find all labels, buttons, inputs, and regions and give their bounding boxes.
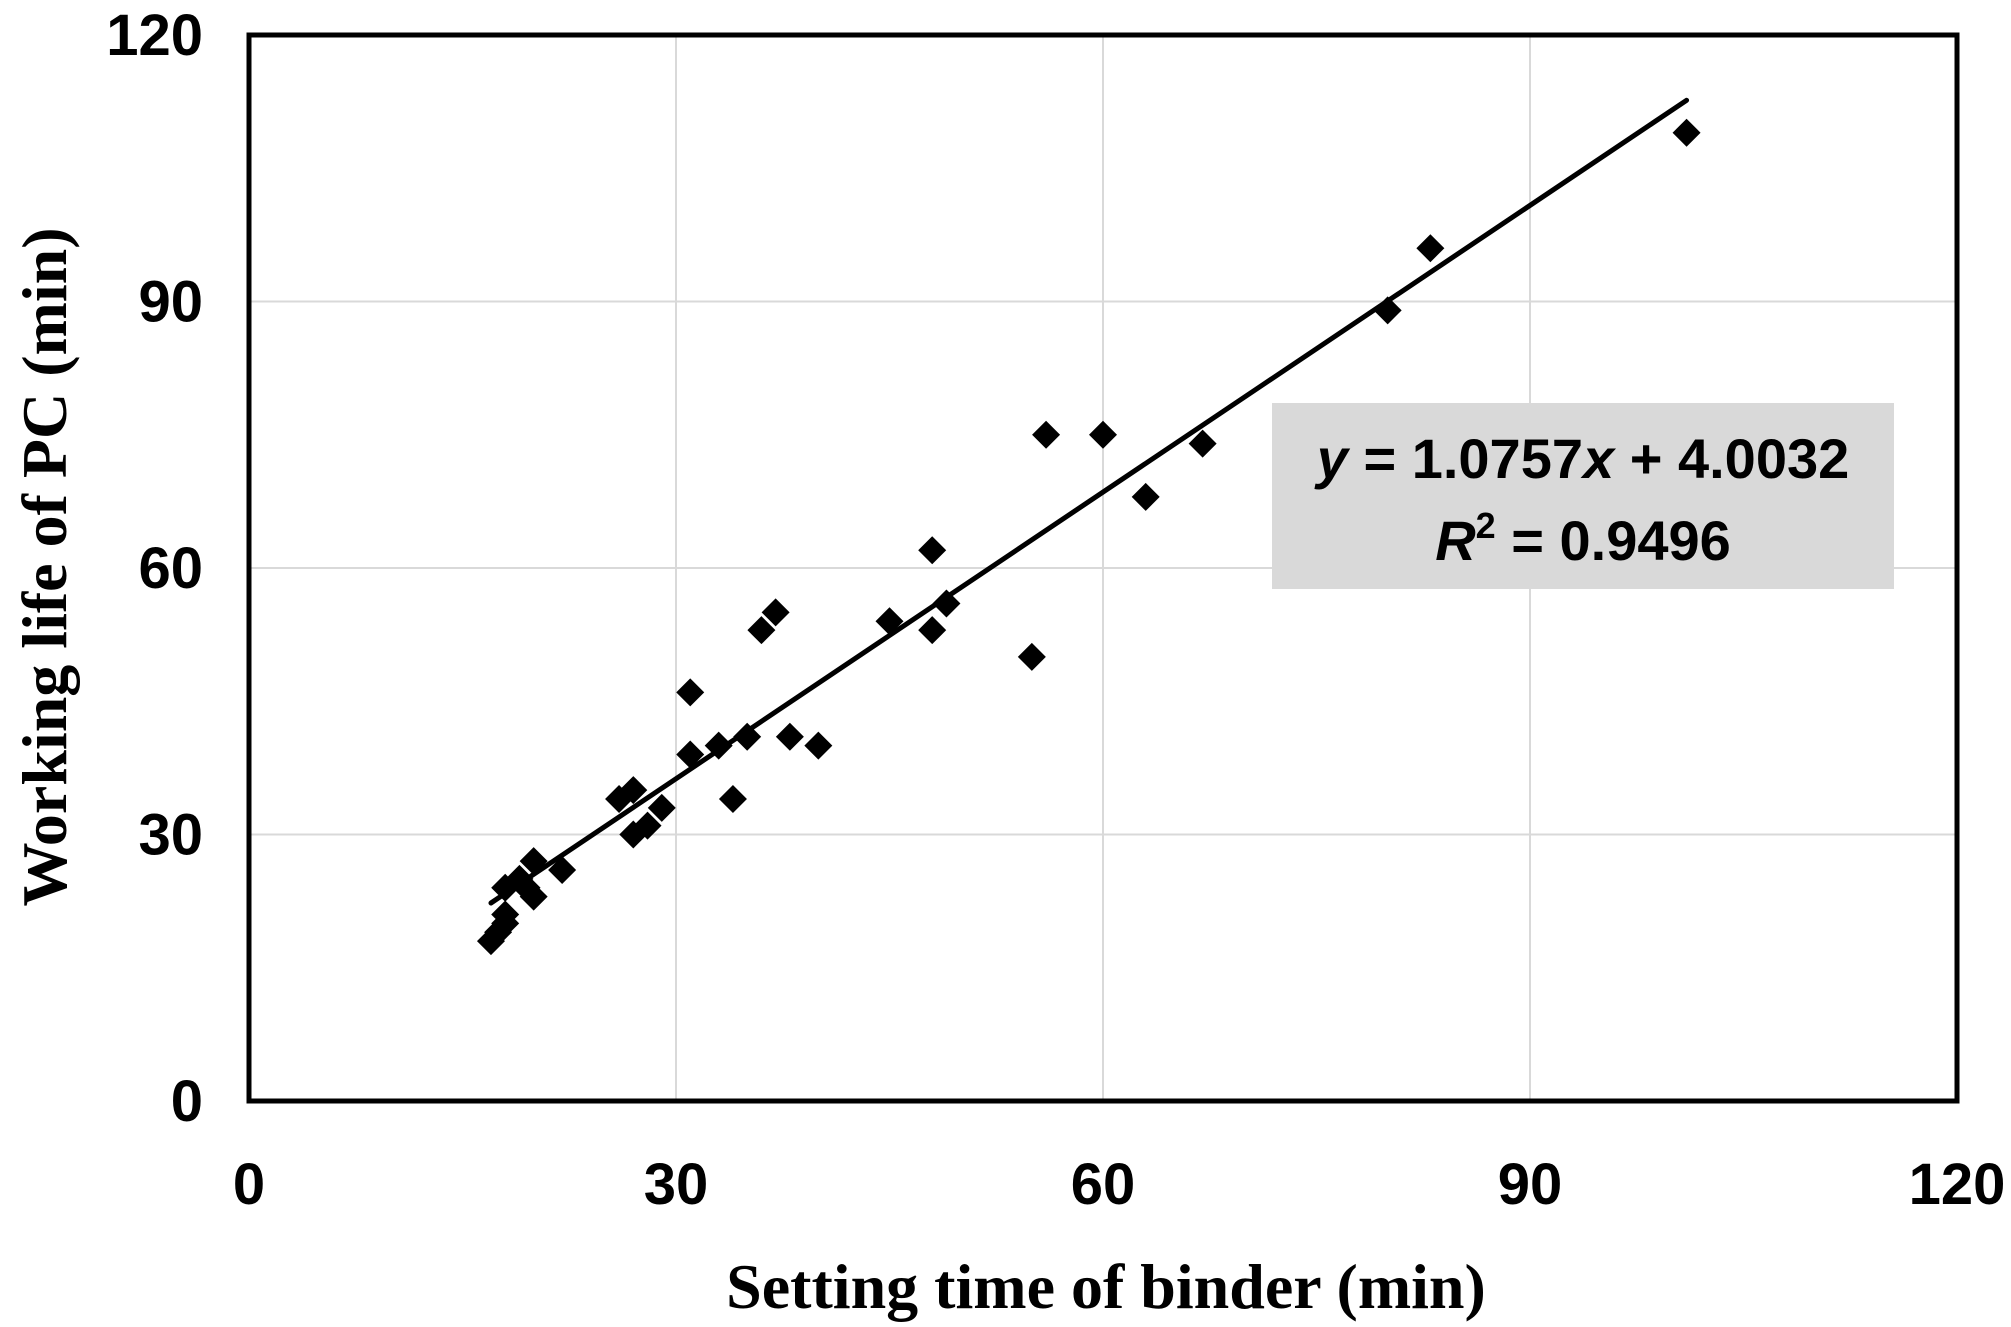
x-axis-ticks: 0 30 60 90 120 bbox=[233, 1152, 2006, 1217]
equation-intercept: + 4.0032 bbox=[1614, 427, 1849, 490]
equation-slope: = 1.0757 bbox=[1348, 427, 1583, 490]
y-tick-label: 30 bbox=[138, 803, 203, 868]
data-point-diamond bbox=[1373, 296, 1402, 325]
annotation-box bbox=[1272, 403, 1894, 589]
x-tick-label: 120 bbox=[1909, 1152, 2006, 1217]
y-axis-title: Working life of PC (min) bbox=[9, 227, 80, 906]
data-point-diamond bbox=[918, 536, 947, 565]
data-point-diamond bbox=[1416, 234, 1445, 263]
data-point-diamond bbox=[633, 811, 662, 840]
data-point-diamond bbox=[491, 900, 520, 929]
r-squared-value: = 0.9496 bbox=[1496, 509, 1731, 572]
data-point-diamond bbox=[548, 856, 577, 885]
r-squared-label: R2 = 0.9496 bbox=[1435, 505, 1731, 572]
data-point-diamond bbox=[804, 731, 833, 760]
r-squared-variable: R bbox=[1435, 509, 1476, 572]
linear-trendline bbox=[488, 97, 1690, 906]
y-tick-label: 120 bbox=[106, 3, 203, 68]
y-axis-ticks: 0 30 60 90 120 bbox=[106, 3, 203, 1134]
data-point-diamond bbox=[747, 616, 776, 645]
data-point-diamond bbox=[718, 784, 747, 813]
plot-area-border bbox=[246, 32, 1960, 1104]
data-point-diamond bbox=[932, 589, 961, 618]
x-tick-label: 0 bbox=[233, 1152, 265, 1217]
data-point-diamond bbox=[676, 740, 705, 769]
data-point-diamond bbox=[1131, 482, 1160, 511]
data-point-diamond bbox=[1017, 642, 1046, 671]
x-tick-label: 90 bbox=[1498, 1152, 1563, 1217]
data-point-diamond bbox=[761, 598, 790, 627]
x-tick-label: 30 bbox=[644, 1152, 709, 1217]
data-point-diamond bbox=[519, 847, 548, 876]
x-axis-title: Setting time of binder (min) bbox=[726, 1251, 1486, 1322]
regression-annotation: y = 1.0757x + 4.0032 R2 = 0.9496 bbox=[1272, 403, 1894, 589]
data-point-diamond bbox=[1672, 118, 1701, 147]
data-point-diamond bbox=[733, 722, 762, 751]
data-point-diamond bbox=[619, 776, 648, 805]
trendline-group bbox=[488, 97, 1690, 906]
y-tick-label: 90 bbox=[138, 270, 203, 335]
data-point-diamond bbox=[647, 793, 676, 822]
data-point-diamond bbox=[1188, 429, 1217, 458]
regression-equation: y = 1.0757x + 4.0032 bbox=[1314, 427, 1850, 490]
y-tick-label: 60 bbox=[138, 536, 203, 601]
data-point-diamond bbox=[1032, 420, 1061, 449]
y-tick-label: 0 bbox=[171, 1069, 203, 1134]
data-point-diamond bbox=[519, 882, 548, 911]
x-tick-label: 60 bbox=[1071, 1152, 1136, 1217]
data-point-diamond bbox=[918, 616, 947, 645]
data-point-diamond bbox=[775, 722, 804, 751]
r-squared-superscript: 2 bbox=[1476, 505, 1496, 546]
equation-x-variable: x bbox=[1580, 427, 1617, 490]
data-point-diamond bbox=[676, 678, 705, 707]
data-point-diamond bbox=[875, 607, 904, 636]
data-point-diamond bbox=[1089, 420, 1117, 449]
equation-y-variable: y bbox=[1314, 427, 1351, 490]
data-point-diamond bbox=[704, 731, 733, 760]
data-points bbox=[476, 118, 1701, 956]
